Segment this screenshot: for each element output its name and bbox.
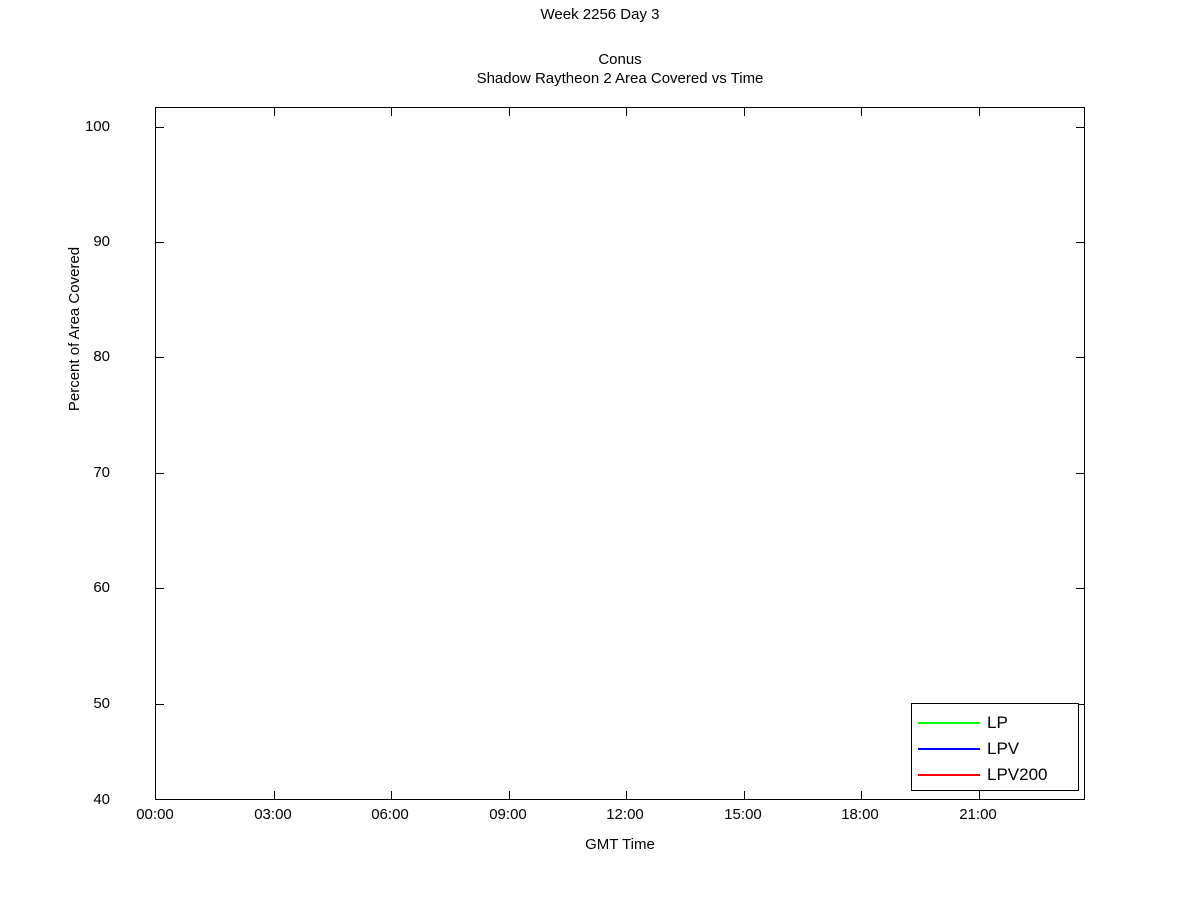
x-axis-title: GMT Time bbox=[585, 836, 655, 853]
y-tick-70 bbox=[156, 473, 164, 474]
legend-swatch-lpv bbox=[918, 747, 980, 750]
y-tick-60 bbox=[156, 588, 164, 589]
x-tick-0900-top bbox=[509, 108, 510, 116]
x-tick-0300 bbox=[274, 791, 275, 799]
chart-title-line-1: Conus bbox=[598, 51, 642, 68]
x-tick-1800 bbox=[861, 791, 862, 799]
y-tick-label-40: 40 bbox=[93, 791, 110, 808]
plot-area bbox=[155, 107, 1085, 800]
x-tick-label-0600: 06:00 bbox=[371, 806, 409, 823]
x-tick-1200 bbox=[626, 791, 627, 799]
figure-suptitle: Week 2256 Day 3 bbox=[540, 6, 660, 23]
y-tick-label-50: 50 bbox=[93, 695, 110, 712]
x-tick-label-2100: 21:00 bbox=[959, 806, 997, 823]
x-tick-0600 bbox=[391, 791, 392, 799]
x-tick-1800-top bbox=[861, 108, 862, 116]
legend-swatch-lp bbox=[918, 721, 980, 724]
y-tick-80 bbox=[156, 357, 164, 358]
y-tick-70-right bbox=[1076, 473, 1084, 474]
data-series-layer bbox=[156, 108, 1084, 799]
y-tick-60-right bbox=[1076, 588, 1084, 589]
x-tick-label-0300: 03:00 bbox=[254, 806, 292, 823]
y-tick-100-right bbox=[1076, 127, 1084, 128]
x-tick-label-1200: 12:00 bbox=[606, 806, 644, 823]
y-tick-80-right bbox=[1076, 357, 1084, 358]
legend-label-lpv200: LPV200 bbox=[987, 765, 1048, 784]
x-tick-label-0900: 09:00 bbox=[489, 806, 527, 823]
y-tick-100 bbox=[156, 127, 164, 128]
y-tick-label-100: 100 bbox=[84, 118, 110, 135]
y-tick-50-right bbox=[1076, 704, 1084, 705]
x-tick-2100-top bbox=[979, 108, 980, 116]
x-tick-1500 bbox=[744, 791, 745, 799]
y-tick-label-80: 80 bbox=[93, 348, 110, 365]
x-tick-label-0000: 00:00 bbox=[136, 806, 174, 823]
x-tick-0900 bbox=[509, 791, 510, 799]
x-tick-label-1500: 15:00 bbox=[724, 806, 762, 823]
x-tick-label-1800: 18:00 bbox=[841, 806, 879, 823]
legend-label-lpv: LPV bbox=[987, 739, 1020, 758]
legend-item-lpv: LPV bbox=[912, 735, 1078, 762]
legend-item-lp: LP bbox=[912, 709, 1078, 736]
x-tick-2100 bbox=[979, 791, 980, 799]
chart-title-block: Conus Shadow Raytheon 2 Area Covered vs … bbox=[155, 50, 1085, 88]
y-tick-label-90: 90 bbox=[93, 233, 110, 250]
legend: LP LPV LPV200 bbox=[911, 703, 1079, 791]
y-axis-title: Percent of Area Covered bbox=[66, 246, 83, 412]
x-tick-0600-top bbox=[391, 108, 392, 116]
chart-title-line-2: Shadow Raytheon 2 Area Covered vs Time bbox=[476, 70, 764, 87]
y-tick-90 bbox=[156, 242, 164, 243]
legend-swatch-lpv200 bbox=[918, 773, 980, 776]
y-tick-label-70: 70 bbox=[93, 464, 110, 481]
y-tick-label-60: 60 bbox=[93, 579, 110, 596]
x-tick-1200-top bbox=[626, 108, 627, 116]
plot-canvas bbox=[156, 108, 1084, 799]
legend-item-lpv200: LPV200 bbox=[912, 761, 1078, 788]
x-tick-0300-top bbox=[274, 108, 275, 116]
y-tick-50 bbox=[156, 704, 164, 705]
legend-label-lp: LP bbox=[987, 713, 1008, 732]
x-tick-1500-top bbox=[744, 108, 745, 116]
y-tick-90-right bbox=[1076, 242, 1084, 243]
